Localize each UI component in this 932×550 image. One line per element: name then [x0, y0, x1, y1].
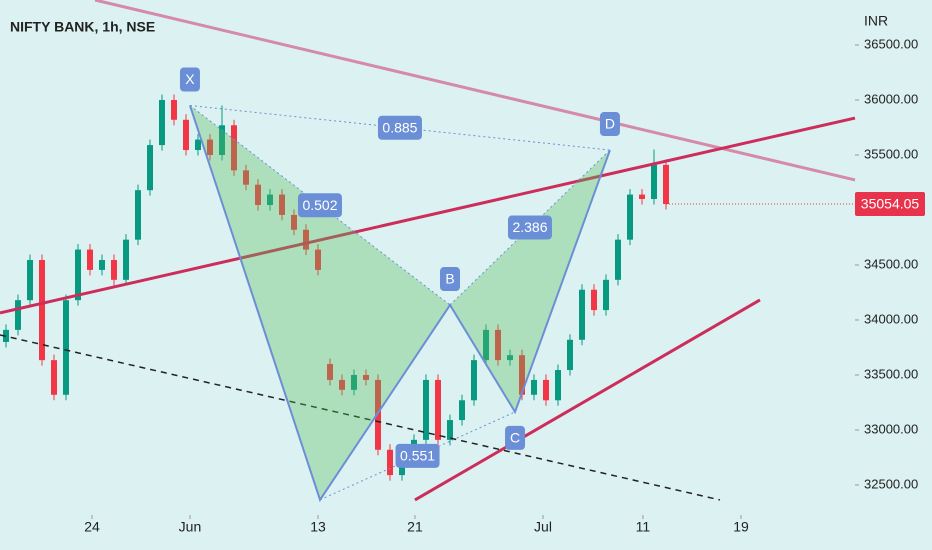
pattern-point-label: C	[510, 430, 520, 446]
candle-body	[579, 289, 585, 340]
pattern-ratio-box	[507, 215, 552, 240]
candle-body	[663, 164, 669, 205]
candle-body	[459, 400, 465, 421]
candle-body	[495, 329, 501, 361]
x-tick-label: Jul	[534, 519, 552, 535]
candle-body	[147, 145, 153, 191]
x-tick-label: 19	[733, 519, 749, 535]
candle-body	[423, 379, 429, 440]
candle-body	[267, 194, 273, 206]
y-tick-label: 32500.00	[864, 476, 918, 491]
candle-body	[195, 139, 201, 151]
candle-body	[279, 194, 285, 215]
candle-body	[603, 279, 609, 311]
candle-body	[543, 379, 549, 401]
candle-body	[243, 170, 249, 185]
candle-body	[27, 260, 33, 301]
pattern-ratio-box	[297, 193, 342, 218]
pattern-ratio: 0.551	[400, 448, 435, 464]
pattern-legs	[189, 105, 611, 503]
y-tick-label: 33000.00	[864, 421, 918, 436]
candle-body	[255, 184, 261, 206]
pattern-point-label-box	[505, 425, 526, 450]
y-tick-label: 34500.00	[864, 256, 918, 271]
y-tick-label: 35500.00	[864, 146, 918, 161]
candle-body	[123, 239, 129, 280]
pattern-point-label: B	[445, 271, 454, 287]
candle-body	[531, 379, 537, 395]
x-tick-label: 21	[407, 519, 423, 535]
y-axis-label: INR	[864, 13, 888, 29]
x-tick-label: Jun	[179, 519, 202, 535]
candle-body	[111, 260, 117, 280]
candle-body	[507, 355, 513, 361]
trend-line	[0, 334, 721, 501]
candle-body	[15, 300, 21, 330]
candle-body	[291, 214, 297, 230]
candle-body	[51, 360, 57, 395]
y-tick-label: 36000.00	[864, 91, 918, 106]
last-price-label: 35054.05	[861, 196, 920, 212]
candle-body	[39, 260, 45, 361]
candle-body	[159, 99, 165, 146]
candle-body	[483, 329, 489, 361]
x-tick-label: 24	[84, 519, 100, 535]
pattern-ratio: 0.885	[382, 119, 417, 135]
candle-body	[135, 190, 141, 240]
candle-body	[87, 249, 93, 270]
pattern-point-label: D	[605, 116, 615, 132]
y-tick-label: 33500.00	[864, 366, 918, 381]
candle-body	[627, 194, 633, 240]
candle-body	[435, 379, 441, 440]
pattern-ratio: 0.502	[302, 197, 337, 213]
pattern-point-label-box	[179, 67, 200, 92]
candle-body	[375, 379, 381, 450]
candle-body	[471, 360, 477, 401]
chart-title: NIFTY BANK, 1h, NSE	[10, 19, 155, 35]
pattern-fill	[450, 150, 610, 412]
trend-line	[0, 116, 856, 315]
candle-body	[207, 139, 213, 155]
candle-body	[591, 289, 597, 311]
candle-body	[363, 374, 369, 380]
candle-body	[303, 229, 309, 250]
candle-body	[231, 125, 237, 171]
candle-body	[327, 363, 333, 380]
candle-body	[519, 355, 525, 395]
candle-body	[171, 99, 177, 120]
pattern-ratio: 2.386	[512, 219, 547, 235]
candle-body	[555, 370, 561, 401]
trend-line	[94, 0, 856, 182]
pattern-point-label: X	[185, 71, 195, 87]
candle-body	[219, 125, 225, 155]
candle-body	[567, 339, 573, 371]
candle-body	[63, 300, 69, 395]
candle-body	[387, 449, 393, 476]
candle-body	[339, 379, 345, 390]
trend-line	[414, 298, 761, 502]
candle-body	[351, 374, 357, 390]
candle-body	[183, 119, 189, 151]
candle-body	[639, 194, 645, 199]
pattern-point-label-box	[599, 112, 620, 137]
y-tick-label: 36500.00	[864, 36, 918, 51]
candle-body	[99, 260, 105, 270]
plot-layer	[3, 94, 669, 481]
y-tick-label: 34000.00	[864, 311, 918, 326]
candle-body	[447, 420, 453, 440]
candle-body	[75, 249, 81, 301]
pattern-ratio-box	[395, 443, 440, 468]
candle-body	[651, 164, 657, 199]
x-tick-label: 11	[636, 519, 651, 535]
pattern-ratio-box	[377, 115, 422, 140]
candle-body	[315, 249, 321, 270]
x-tick-label: 13	[310, 519, 326, 535]
pattern-point-label-box	[440, 267, 460, 292]
candle-body	[615, 239, 621, 280]
candle-body	[3, 329, 9, 342]
last-price-box	[855, 192, 925, 217]
